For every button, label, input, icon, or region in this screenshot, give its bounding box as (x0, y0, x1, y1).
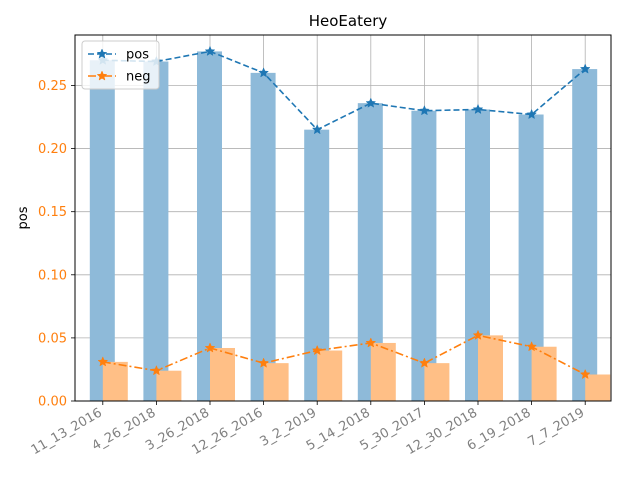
y-axis-label: pos (16, 206, 31, 229)
marker-pos (204, 45, 216, 56)
marker-pos (526, 108, 537, 120)
y-tick-label: 0.10 (38, 268, 67, 283)
bars (89, 51, 611, 402)
series-lines (97, 45, 591, 380)
marker-pos (472, 103, 484, 115)
bar-neg (478, 335, 503, 401)
bar-pos (250, 72, 276, 402)
marker-pos (365, 97, 377, 108)
bar-neg (317, 350, 343, 401)
x-tick-label: 7_7_2019 (525, 405, 587, 449)
marker-neg (526, 341, 537, 352)
bar-pos (89, 60, 115, 401)
y-tick-label: 0.00 (38, 395, 67, 410)
chart-title: HeoEatery (309, 12, 388, 30)
line-neg (102, 334, 586, 376)
marker-pos (419, 105, 430, 116)
bar-pos (572, 69, 598, 401)
marker-pos (258, 67, 269, 78)
legend-marker-neg (96, 70, 108, 81)
bar-neg (102, 361, 128, 401)
bar-neg (156, 370, 182, 401)
marker-neg (204, 342, 216, 353)
axes (74, 34, 612, 402)
bar-neg (531, 346, 557, 401)
line-pos (102, 50, 586, 131)
marker-neg (419, 357, 430, 368)
bar-pos (411, 110, 437, 402)
bar-neg (585, 374, 611, 401)
bar-neg (370, 342, 396, 401)
y-tick-label: 0.05 (38, 331, 67, 346)
marker-neg (365, 337, 377, 348)
legend-marker-pos (96, 48, 108, 59)
bar-neg (424, 363, 450, 401)
marker-pos (579, 63, 591, 74)
bar-neg (263, 363, 289, 401)
bar-pos (143, 61, 169, 401)
marker-neg (258, 357, 269, 368)
legend-label-neg: neg (126, 70, 151, 85)
marker-pos (311, 124, 323, 135)
marker-neg (311, 344, 323, 356)
marker-neg (472, 329, 484, 340)
y-tick-label: 0.25 (38, 79, 67, 94)
bar-pos (197, 51, 222, 402)
legend-label-pos: pos (126, 48, 149, 63)
marker-neg (97, 356, 109, 367)
x-tick-label: 11_13_2016 (29, 405, 105, 458)
plot-frame (74, 34, 612, 402)
y-tick-label: 0.20 (38, 142, 67, 157)
bar-neg (210, 347, 235, 401)
y-tick-label: 0.15 (38, 205, 67, 220)
marker-neg (579, 368, 591, 380)
legend: pos neg (81, 40, 160, 90)
marker-neg (151, 365, 162, 376)
